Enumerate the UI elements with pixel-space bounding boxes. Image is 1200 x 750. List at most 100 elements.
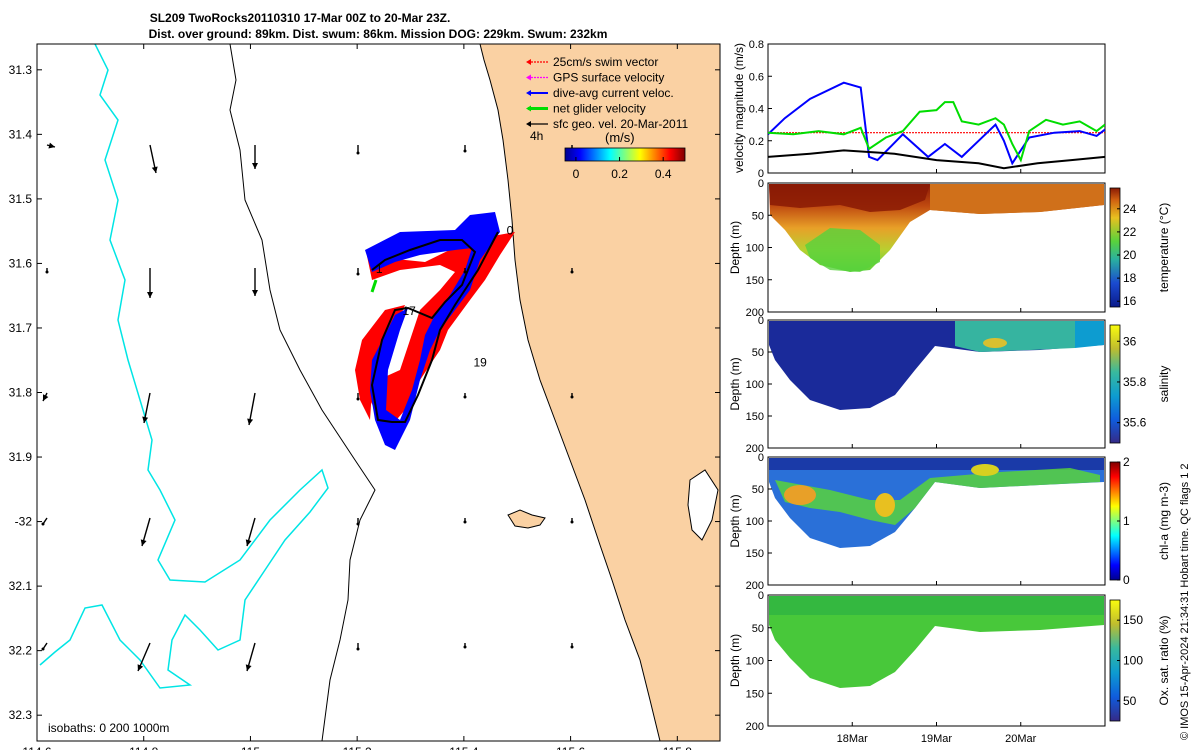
geo-velocity-arrow — [356, 643, 360, 651]
geo-velocity-arrow — [140, 517, 151, 547]
chl-max-layer — [775, 468, 1100, 525]
time-axis: 18Mar 19Mar 20Mar — [837, 169, 1037, 745]
depth-tick-label: 150 — [746, 688, 764, 700]
geo-velocity-arrow — [570, 393, 574, 399]
colorbar-tick-label: 18 — [1123, 271, 1137, 285]
isobath-200m — [229, 44, 376, 741]
chl-patch-2 — [875, 493, 895, 517]
time-tick-label: 18Mar — [837, 733, 869, 745]
colorbar-tick-label: 100 — [1123, 654, 1143, 668]
chl-patch-3 — [971, 464, 999, 476]
geo-velocity-arrow — [463, 518, 467, 524]
depth-tick-label: 0 — [758, 178, 764, 190]
map-y-tick-label: 31.9 — [9, 450, 33, 464]
time-tick-label: 20Mar — [1005, 733, 1037, 745]
isobath-0m — [39, 44, 329, 689]
depth-tick-label: 0 — [758, 590, 764, 602]
salinity-right-edge — [1075, 321, 1104, 348]
colorbar-tick-label: 36 — [1123, 334, 1137, 348]
velocity-series — [768, 81, 1105, 170]
geo-velocity-arrow — [356, 393, 360, 401]
island — [507, 509, 546, 529]
day-labels: 0 1 17 19 — [376, 223, 514, 369]
section-colorbar — [1109, 324, 1121, 444]
oxygen-section — [767, 594, 1106, 727]
map-x-tick-label: 115.6 — [556, 745, 585, 750]
map-y-tick-label: 31.6 — [9, 256, 33, 270]
colorbar-tick-label: 16 — [1123, 294, 1137, 308]
section-colorbar — [1109, 187, 1121, 308]
map-x-tick-label: 114.6 — [22, 745, 51, 750]
temperature-right-orange — [930, 184, 1104, 214]
section-colorbar-label: Ox. sat. ratio (%) — [1157, 615, 1171, 705]
colorbar-tick-label: 22 — [1123, 225, 1137, 239]
depth-tick-label: 0 — [758, 315, 764, 327]
colorbar-tick-label: 35.8 — [1123, 375, 1147, 389]
map-y-tick-label: 31.4 — [9, 127, 33, 141]
geo-velocity-arrow — [356, 518, 360, 526]
section-ylabel: Depth (m) — [728, 494, 742, 547]
legend-arrowhead — [526, 74, 531, 81]
legend-entry: dive-avg current veloc. — [526, 86, 674, 100]
salinity-section — [767, 319, 1106, 449]
geo-velocity-arrow — [41, 642, 48, 651]
net-velocity-mark — [370, 279, 378, 293]
depth-tick-label: 100 — [746, 379, 764, 391]
geo-velocity-arrow — [463, 145, 467, 153]
section-ylabel: Depth (m) — [728, 634, 742, 687]
geo-velocity-arrow — [570, 268, 574, 274]
temperature-section — [767, 182, 1106, 313]
map-x-tick-label: 115.2 — [343, 745, 372, 750]
depth-tick-label: 50 — [752, 623, 764, 635]
bay — [687, 469, 719, 541]
colorbar-tick-label: 24 — [1123, 202, 1137, 216]
velocity-y-tick-label: 0 — [758, 168, 764, 180]
depth-tick-label: 200 — [746, 307, 764, 319]
colorbar-tick-label: 2 — [1123, 455, 1130, 469]
track-line — [370, 231, 499, 423]
map-y-tick-label: 32.2 — [9, 644, 33, 658]
temperature-surface-red — [769, 184, 930, 212]
legend-entries: 25cm/s swim vector GPS surface velocitydi… — [526, 55, 689, 131]
speed-cb-tick-label: 0.2 — [611, 167, 628, 181]
legend-extra-4h: 4h — [530, 129, 543, 143]
section-axes-3: 0 50 100 150 200 Depth (m) 50 100 150 Ox. sat. ra… — [728, 590, 1171, 733]
depth-tick-label: 0 — [758, 452, 764, 464]
chart-subtitle: Dist. over ground: 89km. Dist. swum: 86k… — [149, 27, 608, 41]
section-colorbar-label: temperature (°C) — [1157, 203, 1171, 293]
depth-tick-label: 150 — [746, 411, 764, 423]
depth-tick-label: 200 — [746, 580, 764, 592]
day-label: 17 — [403, 304, 417, 318]
map-x-tick-label: 115 — [241, 745, 260, 750]
velocity-series-line — [768, 101, 1105, 163]
geo-velocity-arrow — [463, 643, 467, 649]
geo-velocity-arrow — [245, 517, 256, 547]
geo-velocity-arrow — [356, 268, 360, 276]
section-axes-1: 0 50 100 150 200 Depth (m) 35.6 35.8 36 salinity — [728, 315, 1171, 455]
velocity-y-axis: 0 0.2 0.4 0.6 0.8 — [749, 39, 772, 180]
legend-arrowhead — [526, 121, 531, 127]
sfc-geo-velocity-arrows — [41, 142, 574, 672]
map-x-axis: 114.6 114.8 115 115.2 115.4 115.6 115.8 — [22, 44, 692, 750]
legend-arrowhead — [526, 90, 531, 96]
geo-velocity-arrow — [137, 642, 151, 672]
map-y-tick-label: 32.3 — [9, 708, 33, 722]
day-label: 1 — [376, 262, 383, 276]
speed-colorbar-ticks: 0 0.2 0.4 — [573, 157, 672, 181]
geo-velocity-arrow — [41, 517, 48, 526]
colorbar-label: (m/s) — [605, 130, 635, 145]
map-x-tick-label: 115.8 — [663, 745, 692, 750]
geo-velocity-arrow — [463, 393, 467, 399]
land-mass — [479, 44, 720, 741]
section-ylabel: Depth (m) — [728, 221, 742, 274]
legend-arrowhead — [526, 59, 531, 65]
map-y-tick-label: 31.8 — [9, 386, 33, 400]
map-y-tick-label: 31.5 — [9, 192, 33, 206]
isobath-note: isobaths: 0 200 1000m — [48, 721, 169, 735]
depth-tick-label: 100 — [746, 516, 764, 528]
legend-entry: 25cm/s swim vector — [526, 55, 658, 69]
legend-arrowhead — [526, 105, 531, 112]
chl-patch-1 — [784, 485, 816, 505]
